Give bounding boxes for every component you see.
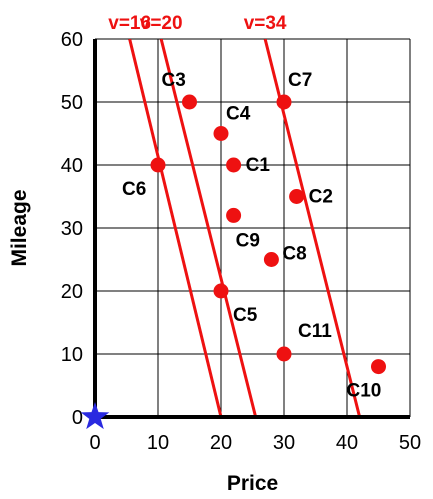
data-point <box>289 189 305 204</box>
point-label: C9 <box>236 230 260 251</box>
data-point <box>226 157 242 173</box>
data-point <box>226 207 242 223</box>
iso-line-label: v=20 <box>140 13 183 34</box>
x-axis-label: Price <box>227 472 278 495</box>
y-tick-label: 60 <box>61 29 83 51</box>
iso-line <box>159 39 258 417</box>
x-tick-label: 40 <box>336 432 358 454</box>
data-point <box>213 283 229 299</box>
point-labels: C1 C2 C3 C4 C5 C6 C7 C8 C9 C10 C11 <box>122 70 381 402</box>
axes <box>93 39 410 419</box>
data-point <box>276 346 292 362</box>
origin-star-icon <box>80 402 110 430</box>
point-label: C4 <box>226 104 251 125</box>
x-tick-label: 50 <box>399 432 421 454</box>
y-tick-label: 40 <box>61 155 83 177</box>
iso-line-label: v=16 <box>108 13 151 34</box>
y-tick-label: 0 <box>72 407 83 429</box>
iso-line <box>128 39 223 417</box>
x-tick-label: 20 <box>210 432 232 454</box>
data-point <box>213 126 229 141</box>
data-point <box>263 252 279 267</box>
point-label: C11 <box>298 321 332 342</box>
point-label: C3 <box>162 70 186 91</box>
point-label: C5 <box>233 305 258 326</box>
point-label: C6 <box>122 179 146 200</box>
y-tick-label: 30 <box>61 218 83 240</box>
tick-labels: 0 10 20 30 40 50 0 10 20 30 40 50 60 <box>61 29 421 454</box>
data-point <box>371 359 386 375</box>
point-label: C2 <box>309 187 333 208</box>
data-point <box>150 157 166 173</box>
y-axis-label: Mileage <box>8 189 31 266</box>
data-point <box>182 94 197 110</box>
data-points <box>150 94 386 375</box>
x-tick-label: 30 <box>273 432 295 454</box>
iso-line-label: v=34 <box>244 13 287 34</box>
point-label: C7 <box>288 70 312 91</box>
x-tick-label: 10 <box>147 432 169 454</box>
y-tick-label: 50 <box>61 92 83 114</box>
data-point <box>276 94 292 110</box>
y-tick-label: 10 <box>61 344 83 366</box>
point-label: C1 <box>246 155 271 176</box>
point-label: C8 <box>282 244 306 265</box>
line-labels: v=16v=20 v=34 <box>108 13 287 34</box>
point-label: C10 <box>347 381 382 402</box>
x-tick-label: 0 <box>89 432 100 454</box>
y-tick-label: 20 <box>61 281 83 303</box>
